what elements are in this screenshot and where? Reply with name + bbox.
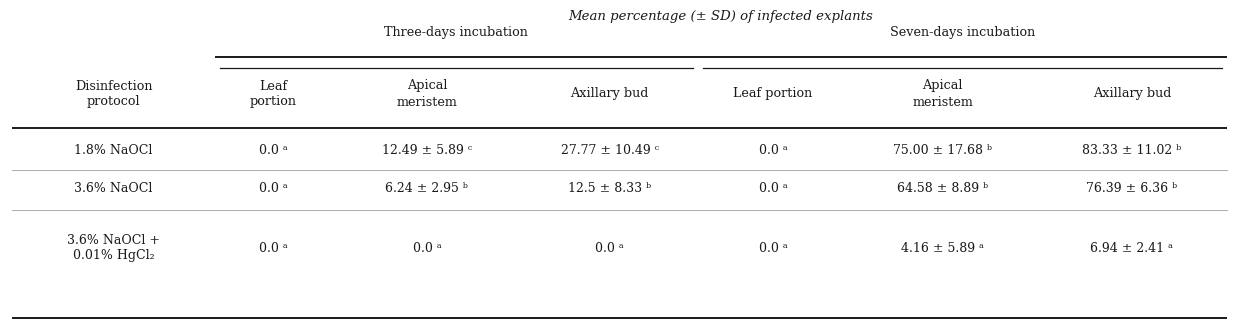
Text: 3.6% NaOCl: 3.6% NaOCl — [74, 182, 152, 195]
Text: 0.0 ᵃ: 0.0 ᵃ — [758, 242, 787, 255]
Text: 75.00 ± 17.68 ᵇ: 75.00 ± 17.68 ᵇ — [893, 143, 992, 156]
Text: 0.0 ᵃ: 0.0 ᵃ — [259, 182, 287, 195]
Text: 0.0 ᵃ: 0.0 ᵃ — [758, 143, 787, 156]
Text: Apical
meristem: Apical meristem — [396, 80, 457, 109]
Text: 0.0 ᵃ: 0.0 ᵃ — [259, 242, 287, 255]
Text: Seven-days incubation: Seven-days incubation — [890, 26, 1035, 39]
Text: 6.94 ± 2.41 ᵃ: 6.94 ± 2.41 ᵃ — [1090, 242, 1173, 255]
Text: 0.0 ᵃ: 0.0 ᵃ — [413, 242, 441, 255]
Text: Axillary bud: Axillary bud — [1093, 87, 1171, 100]
Text: Mean percentage (± SD) of infected explants: Mean percentage (± SD) of infected expla… — [569, 10, 873, 23]
Text: 0.0 ᵃ: 0.0 ᵃ — [595, 242, 624, 255]
Text: 27.77 ± 10.49 ᶜ: 27.77 ± 10.49 ᶜ — [560, 143, 659, 156]
Text: 83.33 ± 11.02 ᵇ: 83.33 ± 11.02 ᵇ — [1083, 143, 1182, 156]
Text: 0.0 ᵃ: 0.0 ᵃ — [259, 143, 287, 156]
Text: 0.0 ᵃ: 0.0 ᵃ — [758, 182, 787, 195]
Text: Axillary bud: Axillary bud — [570, 87, 649, 100]
Text: 12.5 ± 8.33 ᵇ: 12.5 ± 8.33 ᵇ — [569, 182, 652, 195]
Text: Disinfection
protocol: Disinfection protocol — [74, 80, 152, 109]
Text: 1.8% NaOCl: 1.8% NaOCl — [74, 143, 152, 156]
Text: 12.49 ± 5.89 ᶜ: 12.49 ± 5.89 ᶜ — [382, 143, 472, 156]
Text: Leaf
portion: Leaf portion — [250, 80, 297, 109]
Text: 4.16 ± 5.89 ᵃ: 4.16 ± 5.89 ᵃ — [901, 242, 984, 255]
Text: 76.39 ± 6.36 ᵇ: 76.39 ± 6.36 ᵇ — [1087, 182, 1177, 195]
Text: Leaf portion: Leaf portion — [733, 87, 813, 100]
Text: 64.58 ± 8.89 ᵇ: 64.58 ± 8.89 ᵇ — [897, 182, 989, 195]
Text: Apical
meristem: Apical meristem — [912, 80, 973, 109]
Text: 6.24 ± 2.95 ᵇ: 6.24 ± 2.95 ᵇ — [385, 182, 468, 195]
Text: Three-days incubation: Three-days incubation — [384, 26, 528, 39]
Text: 3.6% NaOCl +
0.01% HgCl₂: 3.6% NaOCl + 0.01% HgCl₂ — [67, 233, 160, 262]
